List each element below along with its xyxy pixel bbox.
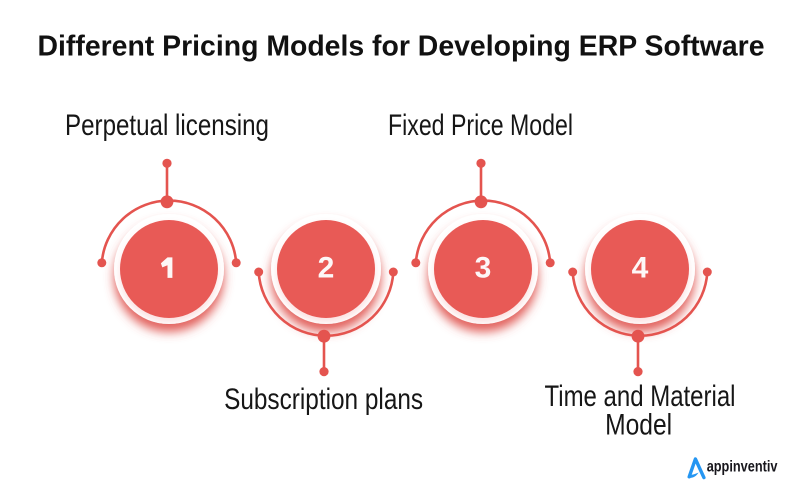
svg-text:2: 2 [318, 252, 335, 285]
svg-text:Different Pricing Models for D: Different Pricing Models for Developing … [38, 31, 765, 63]
svg-text:Model: Model [605, 409, 672, 442]
svg-text:Subscription plans: Subscription plans [224, 383, 423, 416]
svg-text:4: 4 [632, 252, 649, 285]
svg-text:Perpetual licensing: Perpetual licensing [65, 109, 269, 142]
svg-text:Time and Material: Time and Material [545, 380, 736, 413]
svg-text:appinventiv: appinventiv [707, 458, 778, 475]
svg-text:Fixed Price Model: Fixed Price Model [388, 109, 573, 142]
svg-text:3: 3 [475, 252, 492, 285]
